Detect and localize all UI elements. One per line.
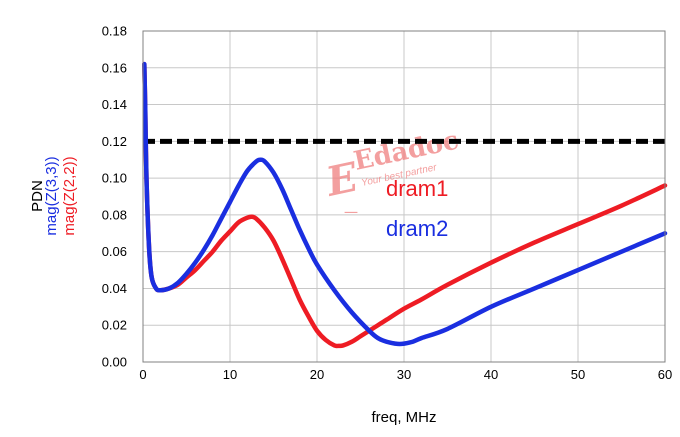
y-tick-label: 0.04: [102, 281, 127, 296]
y-tick-label: 0.12: [102, 134, 127, 149]
x-tick-label: 30: [397, 367, 411, 382]
y-axis-title-group: PDN mag(Z(3,3)) mag(Z(2,2)): [29, 156, 78, 235]
y-tick-label: 0.02: [102, 318, 127, 333]
watermark-dash: 一: [344, 205, 358, 221]
x-tick-labels: 0 10 20 30 40 50 60: [139, 367, 672, 382]
y-tick-label: 0.16: [102, 60, 127, 75]
y-series-label-blue: mag(Z(3,3)): [43, 156, 60, 235]
y-tick-label: 0.06: [102, 244, 127, 259]
x-axis-title: freq, MHz: [371, 409, 436, 426]
x-tick-label: 20: [310, 367, 324, 382]
label-dram1: dram1: [386, 176, 448, 201]
x-tick-label: 10: [223, 367, 237, 382]
series-group: [142, 61, 668, 349]
x-tick-label: 0: [139, 367, 146, 382]
label-dram2: dram2: [386, 216, 448, 241]
y-series-label-red: mag(Z(2,2)): [61, 156, 78, 235]
x-tick-label: 60: [658, 367, 672, 382]
y-tick-label: 0.14: [102, 97, 127, 112]
y-tick-label: 0.10: [102, 171, 127, 186]
y-tick-label: 0.18: [102, 24, 127, 39]
plot-frame: [142, 30, 666, 363]
x-tick-label: 50: [571, 367, 585, 382]
series-line-dram2: [142, 61, 668, 347]
y-tick-label: 0.08: [102, 207, 127, 222]
series-line-dram1: [142, 61, 668, 349]
y-axis-title: PDN: [29, 180, 46, 212]
x-tick-label: 40: [484, 367, 498, 382]
y-tick-labels: 0.00 0.02 0.04 0.06 0.08 0.10 0.12 0.14 0.16 0.18: [102, 24, 127, 370]
y-tick-label: 0.00: [102, 355, 127, 370]
